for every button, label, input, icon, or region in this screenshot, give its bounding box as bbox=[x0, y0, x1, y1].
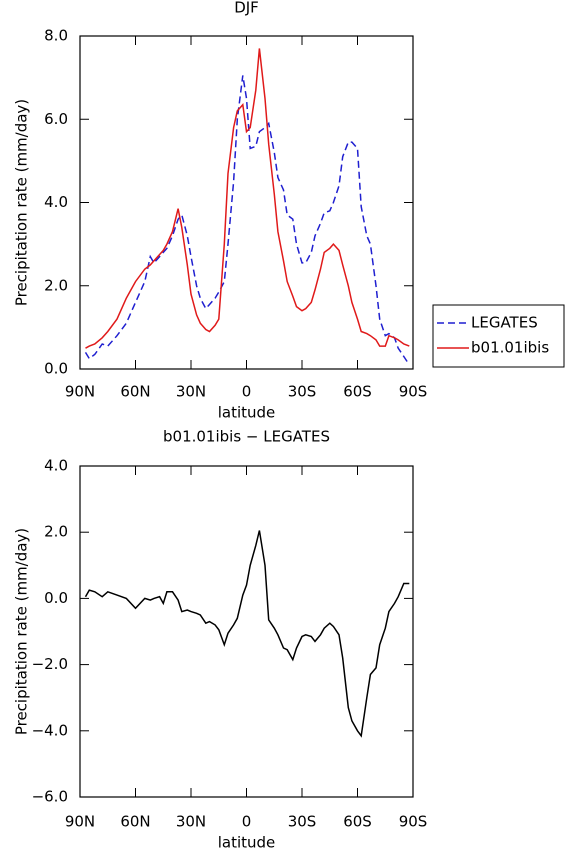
x-tick-label: 0 bbox=[242, 813, 252, 831]
y-tick-label: 0.0 bbox=[44, 589, 68, 607]
y-tick-label: 2.0 bbox=[44, 276, 68, 294]
chart-title: DJF bbox=[234, 0, 259, 17]
series-line bbox=[84, 75, 410, 366]
x-tick-label: 30N bbox=[176, 383, 206, 401]
y-tick-label: 6.0 bbox=[44, 110, 68, 128]
x-tick-label: 60N bbox=[120, 383, 150, 401]
x-tick-label: 30S bbox=[288, 813, 317, 831]
y-tick-label: −6.0 bbox=[32, 788, 68, 806]
series-line bbox=[85, 48, 410, 349]
legend-label: b01.01ibis bbox=[471, 339, 549, 357]
y-tick-label: −4.0 bbox=[32, 721, 68, 739]
series-line bbox=[84, 530, 410, 738]
y-tick-label: 8.0 bbox=[44, 27, 68, 45]
plot-frame bbox=[79, 465, 414, 798]
plot-frame bbox=[79, 35, 414, 370]
y-axis-label: Precipitation rate (mm/day) bbox=[13, 99, 31, 306]
y-tick-label: 0.0 bbox=[44, 360, 68, 378]
y-tick-label: 4.0 bbox=[44, 457, 68, 475]
x-tick-label: 90S bbox=[399, 383, 428, 401]
x-axis-label: latitude bbox=[218, 404, 276, 422]
x-tick-label: 60S bbox=[343, 813, 372, 831]
y-tick-label: −2.0 bbox=[32, 655, 68, 673]
y-axis-label: Precipitation rate (mm/day) bbox=[13, 528, 31, 735]
x-tick-label: 0 bbox=[242, 383, 252, 401]
x-tick-label: 60S bbox=[343, 383, 372, 401]
x-tick-label: 30N bbox=[176, 813, 206, 831]
y-tick-label: 4.0 bbox=[44, 193, 68, 211]
x-axis-label: latitude bbox=[218, 834, 276, 851]
x-tick-label: 30S bbox=[288, 383, 317, 401]
x-tick-label: 90N bbox=[65, 383, 95, 401]
x-tick-label: 90S bbox=[399, 813, 428, 831]
legend-box bbox=[432, 304, 565, 368]
legend-label: LEGATES bbox=[471, 314, 538, 332]
x-tick-label: 90N bbox=[65, 813, 95, 831]
chart-title: b01.01ibis − LEGATES bbox=[163, 428, 330, 446]
x-tick-label: 60N bbox=[120, 813, 150, 831]
y-tick-label: 2.0 bbox=[44, 523, 68, 541]
